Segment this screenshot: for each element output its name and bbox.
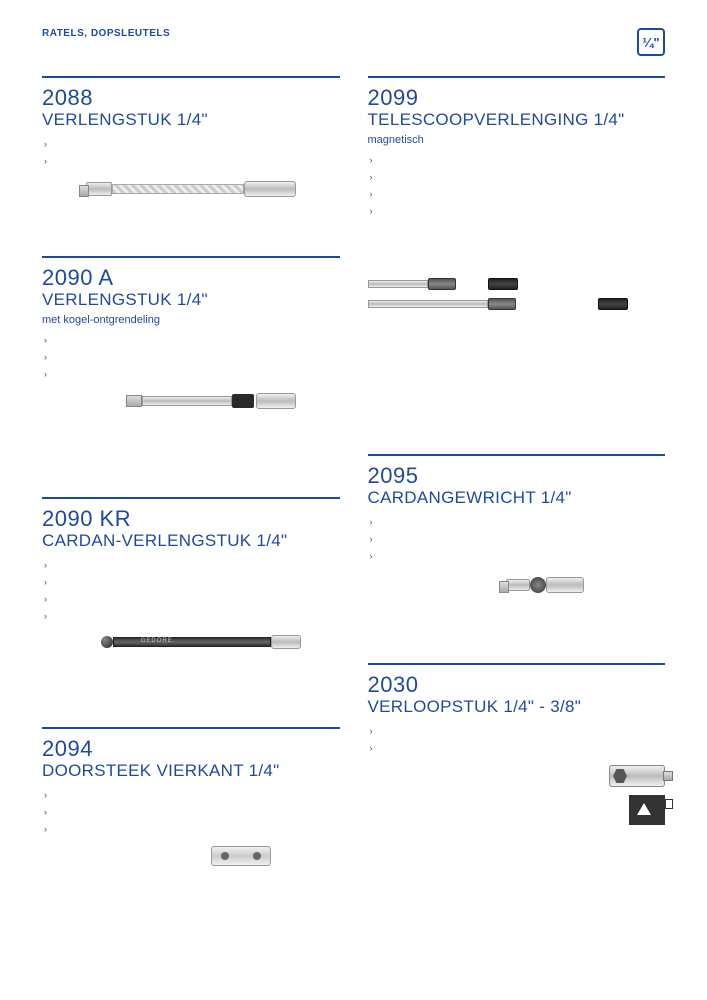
product-title: VERLENGSTUK 1/4": [42, 290, 340, 310]
product-image: [368, 270, 666, 318]
product-number: 2088: [42, 86, 340, 110]
bullet-item: ›: [42, 608, 340, 625]
bullet-list: ››: [368, 723, 666, 757]
bullet-item: ›: [368, 548, 666, 565]
product-block: 2088VERLENGSTUK 1/4" ››: [42, 76, 340, 212]
product-number: 2094: [42, 737, 340, 761]
product-image: [42, 846, 340, 866]
bullet-list: ›››: [368, 514, 666, 565]
breadcrumb: RATELS, DOPSLEUTELS: [42, 28, 170, 39]
product-title: TELESCOOPVERLENGING 1/4": [368, 110, 666, 130]
product-subtitle: magnetisch: [368, 134, 666, 146]
product-number: 2095: [368, 464, 666, 488]
product-title: DOORSTEEK VIERKANT 1/4": [42, 761, 340, 781]
column-right: 2099TELESCOOPVERLENGING 1/4"magnetisch››…: [368, 76, 666, 892]
product-image: [368, 765, 666, 825]
bullet-item: ›: [368, 169, 666, 186]
product-block: 2094DOORSTEEK VIERKANT 1/4"›››: [42, 727, 340, 878]
product-block: 2090 AVERLENGSTUK 1/4" met kogel-ontgrend…: [42, 256, 340, 423]
bullet-item: ›: [42, 153, 340, 170]
bullet-item: ›: [368, 514, 666, 531]
product-title: VERLOOPSTUK 1/4" - 3/8": [368, 697, 666, 717]
product-title: CARDAN-VERLENGSTUK 1/4": [42, 531, 340, 551]
product-image: GEDORE: [42, 633, 340, 651]
divider: [42, 256, 340, 258]
product-block: 2099TELESCOOPVERLENGING 1/4"magnetisch››…: [368, 76, 666, 330]
bullet-list: ›››: [42, 332, 340, 383]
bullet-item: ›: [42, 787, 340, 804]
divider: [42, 76, 340, 78]
bullet-item: ›: [368, 186, 666, 203]
product-block: 2090 KRCARDAN-VERLENGSTUK 1/4"››››GEDORE: [42, 497, 340, 663]
bullet-item: ›: [368, 203, 666, 220]
divider: [42, 727, 340, 729]
bullet-item: ›: [42, 557, 340, 574]
bullet-list: ››››: [42, 557, 340, 625]
bullet-item: ›: [368, 152, 666, 169]
product-number: 2030: [368, 673, 666, 697]
content-columns: 2088VERLENGSTUK 1/4"››2090 AVERLENGSTUK …: [42, 76, 665, 892]
product-image: [42, 178, 340, 200]
bullet-item: ›: [42, 332, 340, 349]
size-badge: ¼": [637, 28, 665, 56]
bullet-list: ››››: [368, 152, 666, 220]
product-image: [368, 573, 666, 597]
divider: [368, 76, 666, 78]
bullet-item: ›: [368, 723, 666, 740]
bullet-item: ›: [42, 574, 340, 591]
bullet-item: ›: [42, 349, 340, 366]
column-left: 2088VERLENGSTUK 1/4"››2090 AVERLENGSTUK …: [42, 76, 340, 892]
bullet-item: ›: [42, 136, 340, 153]
divider: [368, 663, 666, 665]
product-block: 2030VERLOOPSTUK 1/4" - 3/8" ››: [368, 663, 666, 837]
product-number: 2090 KR: [42, 507, 340, 531]
bullet-item: ›: [368, 531, 666, 548]
divider: [42, 497, 340, 499]
bullet-item: ›: [42, 821, 340, 838]
bullet-item: ›: [42, 366, 340, 383]
bullet-item: ›: [42, 591, 340, 608]
product-subtitle: met kogel-ontgrendeling: [42, 314, 340, 326]
divider: [368, 454, 666, 456]
product-image: [42, 391, 340, 411]
product-number: 2099: [368, 86, 666, 110]
product-title: VERLENGSTUK 1/4": [42, 110, 340, 130]
product-number: 2090 A: [42, 266, 340, 290]
bullet-item: ›: [368, 740, 666, 757]
product-block: 2095CARDANGEWRICHT 1/4"›››: [368, 454, 666, 609]
bullet-list: ›››: [42, 787, 340, 838]
bullet-item: ›: [42, 804, 340, 821]
bullet-list: ››: [42, 136, 340, 170]
page-header: RATELS, DOPSLEUTELS ¼": [42, 28, 665, 56]
product-title: CARDANGEWRICHT 1/4": [368, 488, 666, 508]
